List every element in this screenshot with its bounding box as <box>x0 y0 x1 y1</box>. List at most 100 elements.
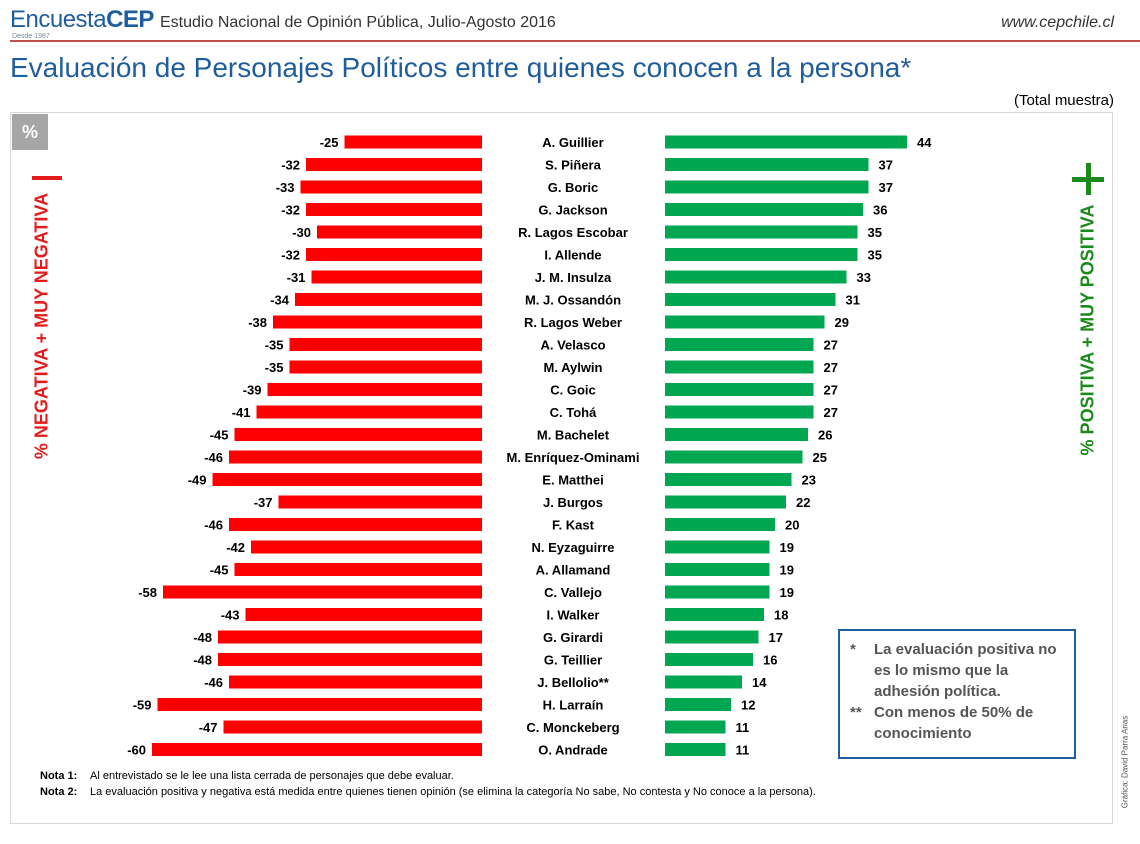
positive-value-label: 37 <box>879 180 893 195</box>
negative-bar <box>256 405 482 419</box>
brand-logo: EncuestaCEP <box>10 6 154 34</box>
footnote-2-label: Nota 2: <box>40 786 78 798</box>
negative-bar <box>229 518 482 531</box>
positive-bar <box>665 338 814 351</box>
positive-value-label: 22 <box>796 495 810 510</box>
negative-bar <box>306 248 482 261</box>
positive-bar <box>665 743 726 756</box>
positive-bar <box>665 675 742 689</box>
side-note-1: * La evaluación positiva no es lo mismo … <box>850 639 1064 702</box>
negative-bar <box>344 135 482 149</box>
negative-value-label: -37 <box>254 495 273 510</box>
category-label: F. Kast <box>552 518 595 533</box>
positive-value-label: 27 <box>824 338 838 353</box>
category-label: G. Teillier <box>544 653 602 668</box>
positive-bar <box>665 383 814 396</box>
negative-bar <box>306 158 482 171</box>
negative-value-label: -46 <box>204 450 223 465</box>
category-label: M. Aylwin <box>544 360 603 375</box>
negative-bar <box>289 360 482 374</box>
positive-value-label: 20 <box>785 518 799 533</box>
category-label: M. Bachelet <box>537 428 610 443</box>
negative-bar <box>152 743 482 756</box>
negative-bar <box>212 473 482 486</box>
positive-bar <box>665 135 907 149</box>
positive-bar <box>665 450 803 464</box>
positive-bar <box>665 495 786 509</box>
negative-bar <box>229 675 482 689</box>
positive-bar <box>665 518 775 531</box>
negative-value-label: -33 <box>276 180 295 195</box>
chart-frame <box>10 112 1113 824</box>
negative-value-label: -58 <box>138 585 157 600</box>
positive-value-label: 25 <box>813 450 827 465</box>
negative-value-label: -25 <box>320 135 339 150</box>
category-label: N. Eyzaguirre <box>531 540 614 555</box>
negative-bar <box>278 495 482 509</box>
positive-bar <box>665 540 770 554</box>
positive-value-label: 37 <box>879 158 893 173</box>
footnotes: Nota 1: Al entrevistado se le lee una li… <box>40 768 820 800</box>
category-label: A. Velasco <box>540 338 605 353</box>
positive-value-label: 17 <box>769 630 783 645</box>
positive-value-label: 16 <box>763 653 777 668</box>
category-label: I. Walker <box>547 608 600 623</box>
positive-value-label: 11 <box>736 743 750 758</box>
category-label: A. Guillier <box>542 135 603 150</box>
negative-value-label: -46 <box>204 675 223 690</box>
category-label: S. Piñera <box>545 158 601 173</box>
positive-value-label: 11 <box>736 720 750 735</box>
positive-value-label: 35 <box>868 225 882 240</box>
site-url: www.cepchile.cl <box>1001 14 1114 31</box>
category-label: C. Goic <box>550 383 596 398</box>
positive-bar <box>665 585 770 599</box>
positive-value-label: 36 <box>873 203 887 218</box>
category-label: A. Allamand <box>536 563 611 578</box>
negative-value-label: -32 <box>281 248 300 263</box>
negative-value-label: -49 <box>188 473 207 488</box>
positive-bar <box>665 473 792 486</box>
negative-bar <box>218 630 482 644</box>
negative-value-label: -42 <box>226 540 245 555</box>
page-title: Evaluación de Personajes Políticos entre… <box>10 52 912 83</box>
negative-bar <box>300 180 482 194</box>
negative-bar <box>295 293 482 306</box>
category-label: G. Jackson <box>538 203 607 218</box>
positive-bar <box>665 203 863 216</box>
positive-value-label: 14 <box>752 675 767 690</box>
negative-value-label: -32 <box>281 203 300 218</box>
positive-bar <box>665 180 869 194</box>
positive-value-label: 27 <box>824 405 838 420</box>
negative-value-label: -35 <box>265 360 284 375</box>
category-label: C. Vallejo <box>544 585 602 600</box>
side-note-2: ** Con menos de 50% de conocimiento <box>850 702 1064 744</box>
positive-bar <box>665 293 836 306</box>
positive-bar <box>665 428 808 441</box>
negative-value-label: -30 <box>292 225 311 240</box>
negative-bar <box>251 540 482 554</box>
category-label: G. Boric <box>548 180 599 195</box>
minus-icon <box>32 176 62 180</box>
negative-bar <box>267 383 482 396</box>
negative-bar <box>311 270 482 284</box>
positive-value-label: 31 <box>846 293 860 308</box>
negative-bar <box>317 225 482 239</box>
footnote-2: Nota 2: La evaluación positiva y negativ… <box>40 784 820 800</box>
negative-value-label: -39 <box>243 383 262 398</box>
negative-bar <box>245 608 482 621</box>
footnote-1: Nota 1: Al entrevistado se le lee una li… <box>40 768 820 784</box>
positive-bar <box>665 630 759 644</box>
category-label: R. Lagos Escobar <box>518 225 628 240</box>
negative-value-label: -46 <box>204 518 223 533</box>
sample-note: (Total muestra) <box>1013 92 1114 109</box>
negative-value-label: -34 <box>270 293 290 308</box>
positive-value-label: 27 <box>824 383 838 398</box>
header-rule <box>10 40 1140 42</box>
positive-bar <box>665 563 770 576</box>
negative-bar <box>289 338 482 351</box>
positive-bar <box>665 158 869 171</box>
negative-bar <box>157 698 482 711</box>
negative-value-label: -48 <box>193 653 212 668</box>
negative-value-label: -32 <box>281 158 300 173</box>
